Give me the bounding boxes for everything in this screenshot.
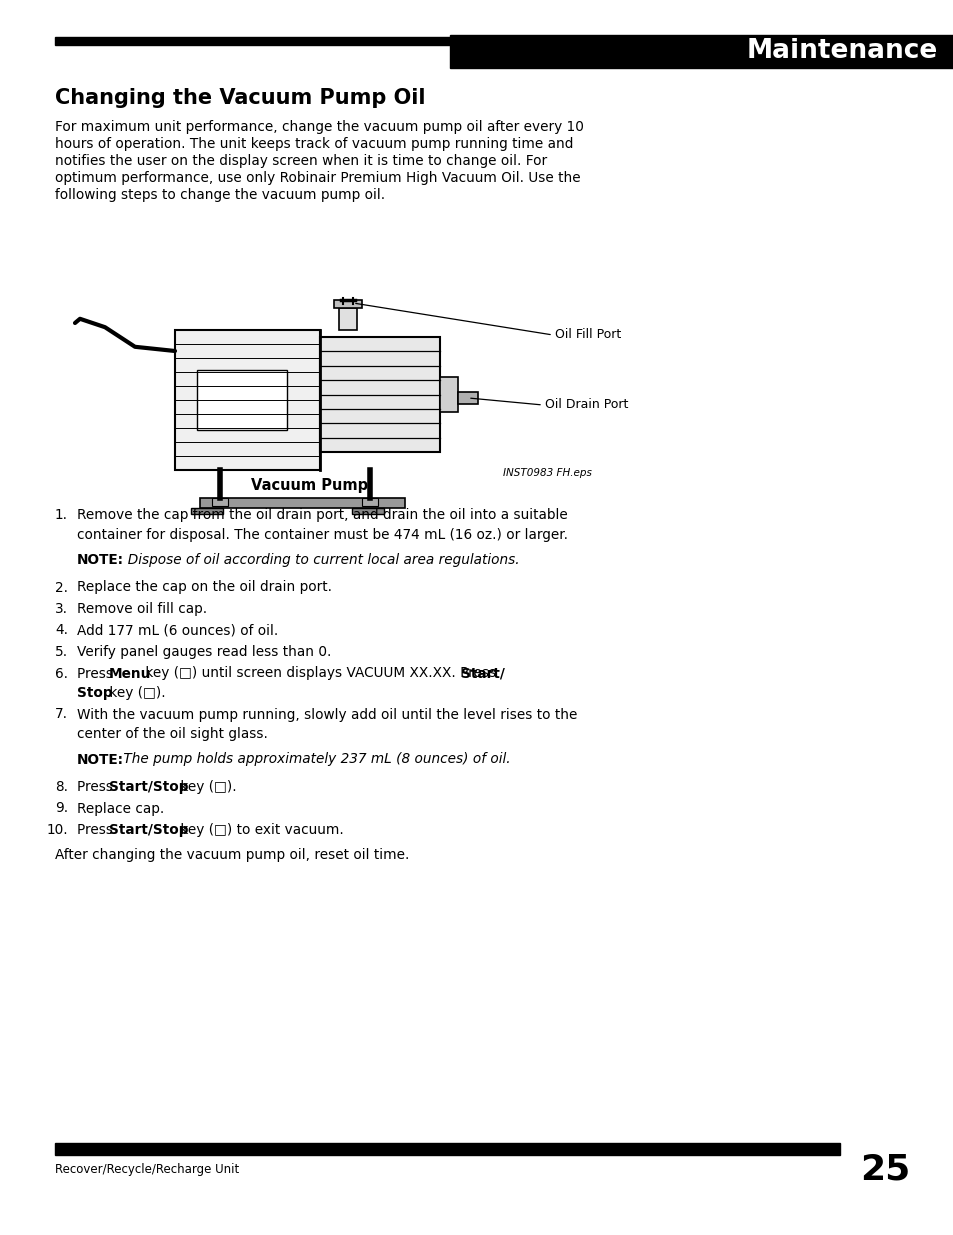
Text: Oil Drain Port: Oil Drain Port [544,399,628,411]
Text: key (□).: key (□). [175,781,236,794]
Text: Replace cap.: Replace cap. [77,802,164,815]
Bar [191,508,223,514]
Text: 5.: 5. [55,645,68,659]
Text: The pump holds approximately 237 mL (8 ounces) of oil.: The pump holds approximately 237 mL (8 o… [119,752,510,767]
Text: key (□) until screen displays VACUUM XX.XX. Press: key (□) until screen displays VACUUM XX.… [141,667,500,680]
Text: key (□).: key (□). [105,685,166,700]
Text: 8.: 8. [55,781,68,794]
Text: After changing the vacuum pump oil, reset oil time.: After changing the vacuum pump oil, rese… [55,848,409,862]
Text: For maximum unit performance, change the vacuum pump oil after every 10: For maximum unit performance, change the… [55,120,583,135]
Text: Oil Fill Port: Oil Fill Port [555,329,620,342]
Text: container for disposal. The container must be 474 mL (16 oz.) or larger.: container for disposal. The container mu… [77,527,567,541]
Text: NOTE:: NOTE: [77,553,124,567]
Text: Press: Press [77,823,117,837]
Text: 10.: 10. [47,823,69,837]
Text: 4.: 4. [55,624,68,637]
Bar [439,377,457,411]
Text: Start/Stop: Start/Stop [109,781,189,794]
Text: Dispose of oil according to current local area regulations.: Dispose of oil according to current loca… [119,553,519,567]
Text: Remove oil fill cap.: Remove oil fill cap. [77,601,207,616]
Text: Start/Stop: Start/Stop [109,823,189,837]
Text: 6.: 6. [55,667,68,680]
Text: 9.: 9. [55,802,68,815]
Text: following steps to change the vacuum pump oil.: following steps to change the vacuum pum… [55,188,385,203]
Text: Replace the cap on the oil drain port.: Replace the cap on the oil drain port. [77,580,332,594]
Bar [361,498,377,506]
Text: Changing the Vacuum Pump Oil: Changing the Vacuum Pump Oil [55,88,425,107]
Text: Menu: Menu [109,667,152,680]
Bar [334,300,361,308]
Text: key (□) to exit vacuum.: key (□) to exit vacuum. [175,823,343,837]
Text: notifies the user on the display screen when it is time to change oil. For: notifies the user on the display screen … [55,154,547,168]
Text: 2.: 2. [55,580,68,594]
Text: optimum performance, use only Robinair Premium High Vacuum Oil. Use the: optimum performance, use only Robinair P… [55,170,580,185]
Text: Press: Press [77,781,117,794]
Text: Vacuum Pump: Vacuum Pump [252,478,368,493]
Text: hours of operation. The unit keeps track of vacuum pump running time and: hours of operation. The unit keeps track… [55,137,573,151]
Text: 3.: 3. [55,601,68,616]
Text: Recover/Recycle/Recharge Unit: Recover/Recycle/Recharge Unit [55,1163,239,1176]
Bar [319,337,439,452]
Text: 1.: 1. [55,508,68,522]
Bar [55,1144,840,1155]
Text: Remove the cap from the oil drain port, and drain the oil into a suitable: Remove the cap from the oil drain port, … [77,508,567,522]
Text: 7.: 7. [55,708,68,721]
Bar [450,35,953,68]
Text: Verify panel gauges read less than 0.: Verify panel gauges read less than 0. [77,645,331,659]
Bar [200,498,405,508]
Text: Maintenance: Maintenance [746,38,937,64]
Bar [338,308,356,330]
Text: Press: Press [77,667,117,680]
Bar [352,508,384,514]
Bar [457,391,477,404]
Bar [212,498,228,506]
Bar [55,37,450,44]
Text: Stop: Stop [77,685,112,700]
Text: NOTE:: NOTE: [77,752,124,767]
Text: INST0983 FH.eps: INST0983 FH.eps [502,468,591,478]
Bar [196,370,287,430]
Text: Start/: Start/ [460,667,504,680]
Text: Add 177 mL (6 ounces) of oil.: Add 177 mL (6 ounces) of oil. [77,624,278,637]
Text: 25: 25 [859,1153,909,1187]
Text: center of the oil sight glass.: center of the oil sight glass. [77,727,268,741]
Text: With the vacuum pump running, slowly add oil until the level rises to the: With the vacuum pump running, slowly add… [77,708,577,721]
FancyBboxPatch shape [174,330,319,471]
